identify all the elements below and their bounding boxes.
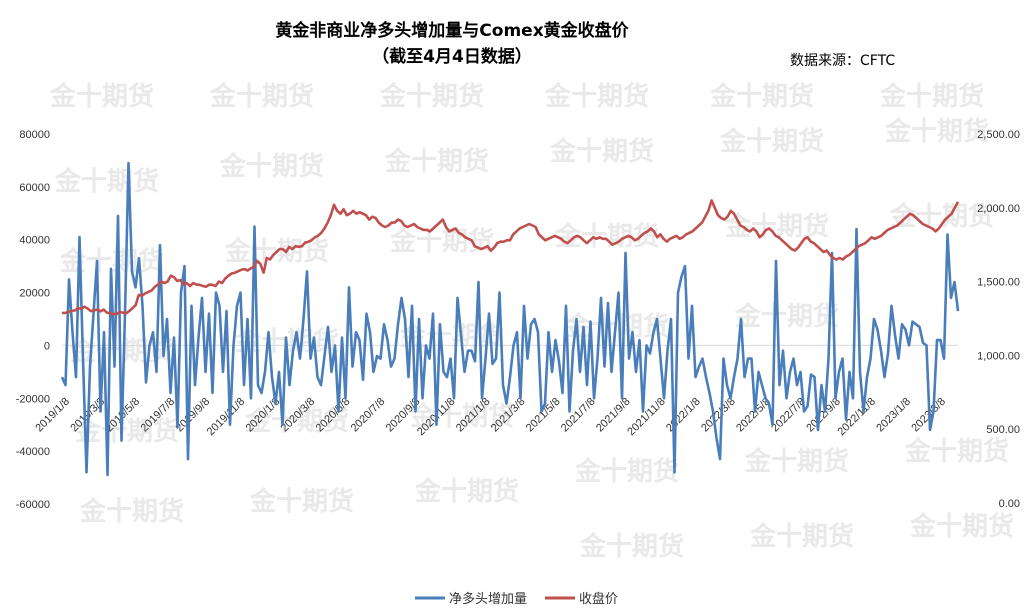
right-y-tick-label: 2,500.00 xyxy=(977,129,1020,141)
watermark-text: 金十期货 xyxy=(384,146,489,177)
watermark-text: 金十期货 xyxy=(544,81,649,112)
watermark-text: 金十期货 xyxy=(904,436,1009,467)
legend-label: 收盘价 xyxy=(579,591,618,607)
watermark-text: 金十期货 xyxy=(74,416,179,447)
watermark-text: 金十期货 xyxy=(554,221,659,252)
watermark-text: 金十期货 xyxy=(414,476,519,507)
chart-subtitle: （截至4月4日数据） xyxy=(372,46,532,67)
left-y-tick-label: 20000 xyxy=(19,288,50,300)
watermark-text: 金十期货 xyxy=(734,301,839,332)
left-y-tick-label: 40000 xyxy=(19,235,50,247)
right-y-axis: 2,500.00 2,000.00 1,500.00 1,000.00 500.00 0.… xyxy=(977,129,1020,510)
x-tick-label: 2019/11/8 xyxy=(205,396,248,439)
watermark-text: 金十期货 xyxy=(549,136,654,167)
right-y-tick-label: 1,500.00 xyxy=(977,277,1020,289)
watermark-text: 金十期货 xyxy=(879,81,984,112)
watermark-text: 金十期货 xyxy=(579,531,684,562)
left-y-tick-label: -20000 xyxy=(16,393,50,405)
left-y-tick-label: 0 xyxy=(44,340,50,352)
watermark-text: 金十期货 xyxy=(379,81,484,112)
watermark-text: 金十期货 xyxy=(389,226,494,257)
watermark-text: 金十期货 xyxy=(249,486,354,517)
legend-label: 净多头增加量 xyxy=(449,591,527,607)
watermark-text: 金十期货 xyxy=(884,116,989,147)
left-y-tick-label: 60000 xyxy=(19,182,50,194)
x-tick-label: 2020/7/8 xyxy=(349,396,388,435)
right-y-tick-label: 1,000.00 xyxy=(977,350,1020,362)
x-tick-label: 2022/11/8 xyxy=(836,396,879,439)
right-y-tick-label: 2,000.00 xyxy=(977,203,1020,215)
right-y-tick-label: 500.00 xyxy=(986,424,1020,436)
x-tick-label: 2021/11/8 xyxy=(625,396,668,439)
series-line-net-long-change xyxy=(60,161,960,477)
left-y-tick-label: -40000 xyxy=(16,446,50,458)
watermark-text: 金十期货 xyxy=(79,496,184,527)
watermark-text: 金十期货 xyxy=(409,401,514,432)
legend: 净多头增加量 收盘价 xyxy=(415,591,618,607)
chart-title: 黄金非商业净多头增加量与Comex黄金收盘价 xyxy=(275,20,629,41)
watermark-text: 金十期货 xyxy=(909,511,1014,542)
x-tick-label: 2021/7/8 xyxy=(559,396,598,435)
watermark-text: 金十期货 xyxy=(219,151,324,182)
watermark-text: 金十期货 xyxy=(244,406,349,437)
left-y-tick-label: 80000 xyxy=(19,129,50,141)
x-tick-label: 2022/1/8 xyxy=(664,396,703,435)
right-y-tick-label: 0.00 xyxy=(999,498,1020,510)
watermark-text: 金十期货 xyxy=(744,446,849,477)
x-tick-label: 2023/1/8 xyxy=(874,396,913,435)
watermark-text: 金十期货 xyxy=(719,126,824,157)
watermark-text: 金十期货 xyxy=(49,81,154,112)
watermark-text: 金十期货 xyxy=(749,521,854,552)
series-layer xyxy=(60,161,960,477)
data-source-label: 数据来源：CFTC xyxy=(790,53,895,69)
series-line-close-price xyxy=(61,199,960,316)
watermark-text: 金十期货 xyxy=(54,166,159,197)
x-tick-label: 2022/3/8 xyxy=(699,396,738,435)
watermark-text: 金十期货 xyxy=(209,81,314,112)
left-y-tick-label: -60000 xyxy=(16,499,50,511)
watermark-text: 金十期货 xyxy=(574,456,679,487)
watermark-text: 金十期货 xyxy=(709,81,814,112)
x-tick-label: 2021/5/8 xyxy=(524,396,563,435)
